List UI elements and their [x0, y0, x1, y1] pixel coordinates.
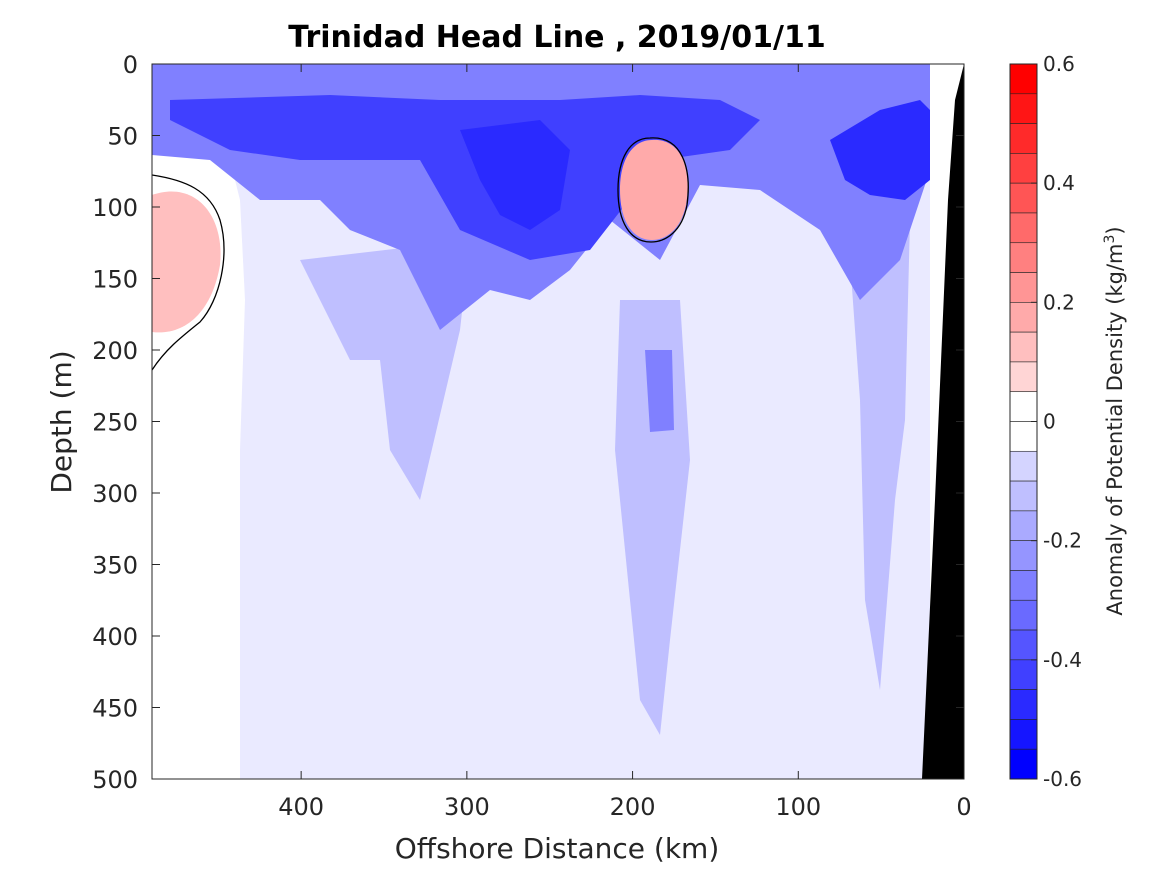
x-tick-label: 100 [775, 793, 821, 821]
colorbar-segment [1009, 540, 1038, 571]
colorbar-segment [1009, 361, 1038, 393]
colorbar-tick-label: 0 [1043, 410, 1056, 434]
fill-nearshore-core [830, 100, 930, 200]
colorbar-segment [1009, 63, 1038, 95]
x-tick-label: 0 [956, 793, 971, 821]
bathymetry [922, 64, 964, 779]
colorbar-segment [1009, 421, 1038, 452]
colorbar-segment [1009, 153, 1038, 184]
colorbar-segment [1009, 689, 1038, 720]
colorbar-segment [1009, 659, 1038, 690]
y-tick-label: 300 [92, 480, 138, 508]
zero-contour-west [152, 174, 225, 371]
colorbar-title: Anomaly of Potential Density (kg/m3) [1102, 226, 1127, 615]
colorbar [1009, 63, 1038, 780]
colorbar-segment [1009, 719, 1038, 750]
y-axis: 0 50 100 150 200 250 300 350 400 450 500 [92, 51, 964, 794]
colorbar-segment [1009, 123, 1038, 154]
colorbar-segment [1009, 272, 1038, 303]
chart-title: Trinidad Head Line , 2019/01/11 [288, 20, 825, 55]
fill-west-eddy [152, 191, 221, 333]
zero-contour-central [617, 137, 689, 243]
x-axis: 400 300 200 100 0 [278, 64, 972, 821]
colorbar-tick-label: -0.2 [1043, 529, 1082, 553]
colorbar-segment [1009, 242, 1038, 273]
colorbar-segment [1009, 331, 1038, 363]
colorbar-tick-label: 0.6 [1043, 52, 1075, 76]
y-tick-label: 400 [92, 623, 138, 651]
x-tick-label: 300 [444, 793, 490, 821]
colorbar-segment [1009, 629, 1038, 661]
fill-central-eddy [620, 139, 688, 240]
y-axis-title: Depth (m) [45, 350, 78, 493]
y-tick-label: 500 [92, 766, 138, 794]
colorbar-segment [1009, 182, 1038, 214]
colorbar-tick-label: 0.2 [1043, 290, 1075, 314]
y-tick-label: 50 [107, 123, 138, 151]
fill-deep-background [152, 64, 930, 779]
colorbar-tick-label: 0.4 [1043, 171, 1075, 195]
fill-left-core [460, 120, 570, 230]
contour-fills [152, 64, 930, 779]
colorbar-segment [1009, 480, 1038, 512]
fill-upper-core [170, 95, 760, 260]
y-tick-label: 350 [92, 552, 138, 580]
fill-nearshore-column [835, 200, 910, 690]
fill-central-core [645, 350, 674, 432]
y-tick-label: 100 [92, 194, 138, 222]
y-tick-label: 200 [92, 337, 138, 365]
colorbar-tick-label: -0.6 [1043, 767, 1082, 791]
colorbar-segment [1009, 302, 1038, 333]
y-tick-label: 450 [92, 695, 138, 723]
colorbar-segment [1009, 391, 1038, 422]
colorbar-segment [1009, 510, 1038, 541]
colorbar-segment [1009, 212, 1038, 244]
plot-area [152, 64, 964, 779]
colorbar-segment [1009, 450, 1038, 482]
colorbar-segment [1009, 599, 1038, 631]
colorbar-ticks: 0.6 0.4 0.2 0 -0.2 -0.4 -0.6 [1031, 52, 1082, 791]
colorbar-segment [1009, 93, 1038, 124]
colorbar-tick-label: -0.4 [1043, 648, 1082, 672]
colorbar-segment [1009, 748, 1038, 780]
y-tick-label: 0 [123, 51, 138, 79]
x-tick-label: 200 [610, 793, 656, 821]
x-tick-label: 400 [278, 793, 324, 821]
colorbar-segment [1009, 570, 1038, 601]
x-axis-title: Offshore Distance (km) [395, 832, 720, 865]
y-tick-label: 250 [92, 409, 138, 437]
y-tick-label: 150 [92, 266, 138, 294]
